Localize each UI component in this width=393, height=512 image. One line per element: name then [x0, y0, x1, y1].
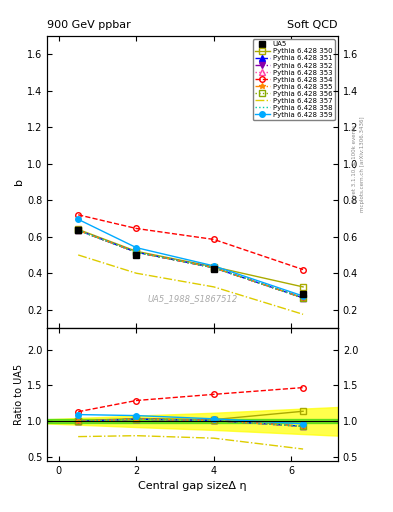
Y-axis label: Ratio to UA5: Ratio to UA5 [14, 364, 24, 425]
Text: Soft QCD: Soft QCD [288, 20, 338, 30]
Text: Rivet 3.1.10, ≥ 100k events: Rivet 3.1.10, ≥ 100k events [352, 125, 357, 202]
Legend: UA5, Pythia 6.428 350, Pythia 6.428 351, Pythia 6.428 352, Pythia 6.428 353, Pyt: UA5, Pythia 6.428 350, Pythia 6.428 351,… [253, 39, 334, 120]
Text: 900 GeV ppbar: 900 GeV ppbar [47, 20, 131, 30]
Text: UA5_1988_S1867512: UA5_1988_S1867512 [147, 294, 238, 303]
Text: mcplots.cern.ch [arXiv:1306.3436]: mcplots.cern.ch [arXiv:1306.3436] [360, 116, 365, 211]
Y-axis label: b: b [14, 178, 24, 185]
Bar [47, 419, 338, 423]
X-axis label: Central gap sizeΔ η: Central gap sizeΔ η [138, 481, 247, 491]
